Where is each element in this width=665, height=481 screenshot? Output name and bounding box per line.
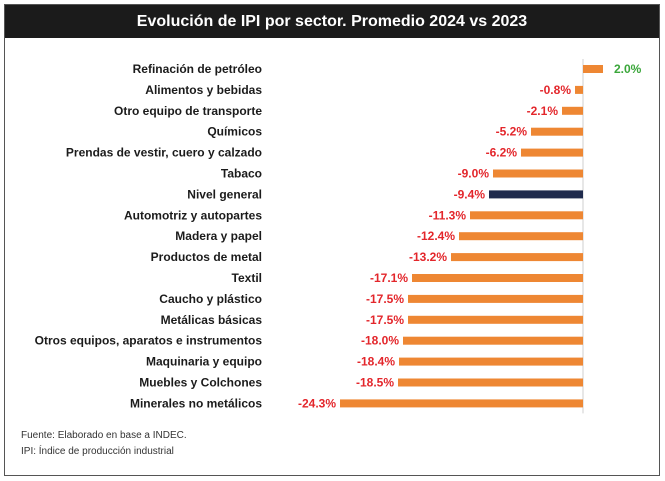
- bar-refinacion-de-petroleo: [583, 65, 603, 73]
- bar-metalicas-basicas: [408, 315, 583, 324]
- bar-textil: [412, 274, 583, 282]
- bar-madera-y-papel: [459, 232, 583, 241]
- value-label-otros-equipos-aparatos-e-instrumentos: -18.0%: [361, 334, 399, 348]
- value-label-maquinaria-y-equipo: -18.4%: [357, 355, 395, 369]
- value-label-refinacion-de-petroleo: 2.0%: [614, 62, 642, 76]
- category-label-nivel-general: Nivel general: [187, 187, 262, 201]
- category-label-refinacion-de-petroleo: Refinación de petróleo: [133, 62, 262, 76]
- category-label-textil: Textil: [232, 271, 262, 285]
- category-label-otros-equipos-aparatos-e-instrumentos: Otros equipos, aparatos e instrumentos: [35, 334, 263, 348]
- category-label-maquinaria-y-equipo: Maquinaria y equipo: [146, 355, 262, 369]
- bar-alimentos-y-bebidas: [575, 85, 583, 94]
- ipi-note: IPI: Índice de producción industrial: [21, 446, 174, 457]
- value-label-alimentos-y-bebidas: -0.8%: [540, 83, 572, 97]
- category-label-prendas-de-vestir-cuero-y-calzado: Prendas de vestir, cuero y calzado: [66, 146, 262, 160]
- source-note: Fuente: Elaborado en base a INDEC.: [21, 430, 187, 441]
- value-label-automotriz-y-autopartes: -11.3%: [429, 208, 467, 222]
- value-label-textil: -17.1%: [370, 271, 408, 285]
- bar-prendas-de-vestir-cuero-y-calzado: [521, 148, 583, 157]
- category-label-caucho-y-plastico: Caucho y plástico: [159, 292, 262, 306]
- value-label-minerales-no-metalicos: -24.3%: [298, 396, 336, 410]
- bar-tabaco: [493, 169, 583, 178]
- bar-minerales-no-metalicos: [340, 399, 583, 408]
- bar-quimicos: [531, 127, 583, 136]
- category-label-tabaco: Tabaco: [221, 167, 262, 181]
- value-label-quimicos: -5.2%: [496, 125, 528, 139]
- bar-automotriz-y-autopartes: [470, 211, 583, 220]
- bar-productos-de-metal: [451, 253, 583, 262]
- value-label-nivel-general: -9.4%: [454, 187, 486, 201]
- value-label-prendas-de-vestir-cuero-y-calzado: -6.2%: [486, 146, 518, 160]
- value-label-tabaco: -9.0%: [458, 167, 490, 181]
- bar-nivel-general: [489, 190, 583, 199]
- category-label-quimicos: Químicos: [207, 125, 262, 139]
- bar-maquinaria-y-equipo: [399, 357, 583, 366]
- bar-otro-equipo-de-transporte: [562, 106, 583, 115]
- category-label-metalicas-basicas: Metálicas básicas: [161, 313, 263, 327]
- bar-caucho-y-plastico: [408, 294, 583, 303]
- value-label-metalicas-basicas: -17.5%: [366, 313, 404, 327]
- bar-otros-equipos-aparatos-e-instrumentos: [403, 336, 583, 345]
- category-label-automotriz-y-autopartes: Automotriz y autopartes: [124, 208, 262, 222]
- category-label-productos-de-metal: Productos de metal: [151, 250, 262, 264]
- category-label-alimentos-y-bebidas: Alimentos y bebidas: [145, 83, 262, 97]
- value-label-muebles-y-colchones: -18.5%: [356, 376, 394, 390]
- value-label-caucho-y-plastico: -17.5%: [366, 292, 404, 306]
- chart-title: Evolución de IPI por sector. Promedio 20…: [5, 5, 659, 38]
- category-label-minerales-no-metalicos: Minerales no metálicos: [130, 396, 262, 410]
- bar-muebles-y-colchones: [398, 378, 583, 387]
- value-label-madera-y-papel: -12.4%: [417, 229, 455, 243]
- category-label-madera-y-papel: Madera y papel: [175, 229, 262, 243]
- category-label-muebles-y-colchones: Muebles y Colchones: [139, 376, 262, 390]
- category-label-otro-equipo-de-transporte: Otro equipo de transporte: [114, 104, 262, 118]
- value-label-productos-de-metal: -13.2%: [409, 250, 447, 264]
- value-label-otro-equipo-de-transporte: -2.1%: [527, 104, 559, 118]
